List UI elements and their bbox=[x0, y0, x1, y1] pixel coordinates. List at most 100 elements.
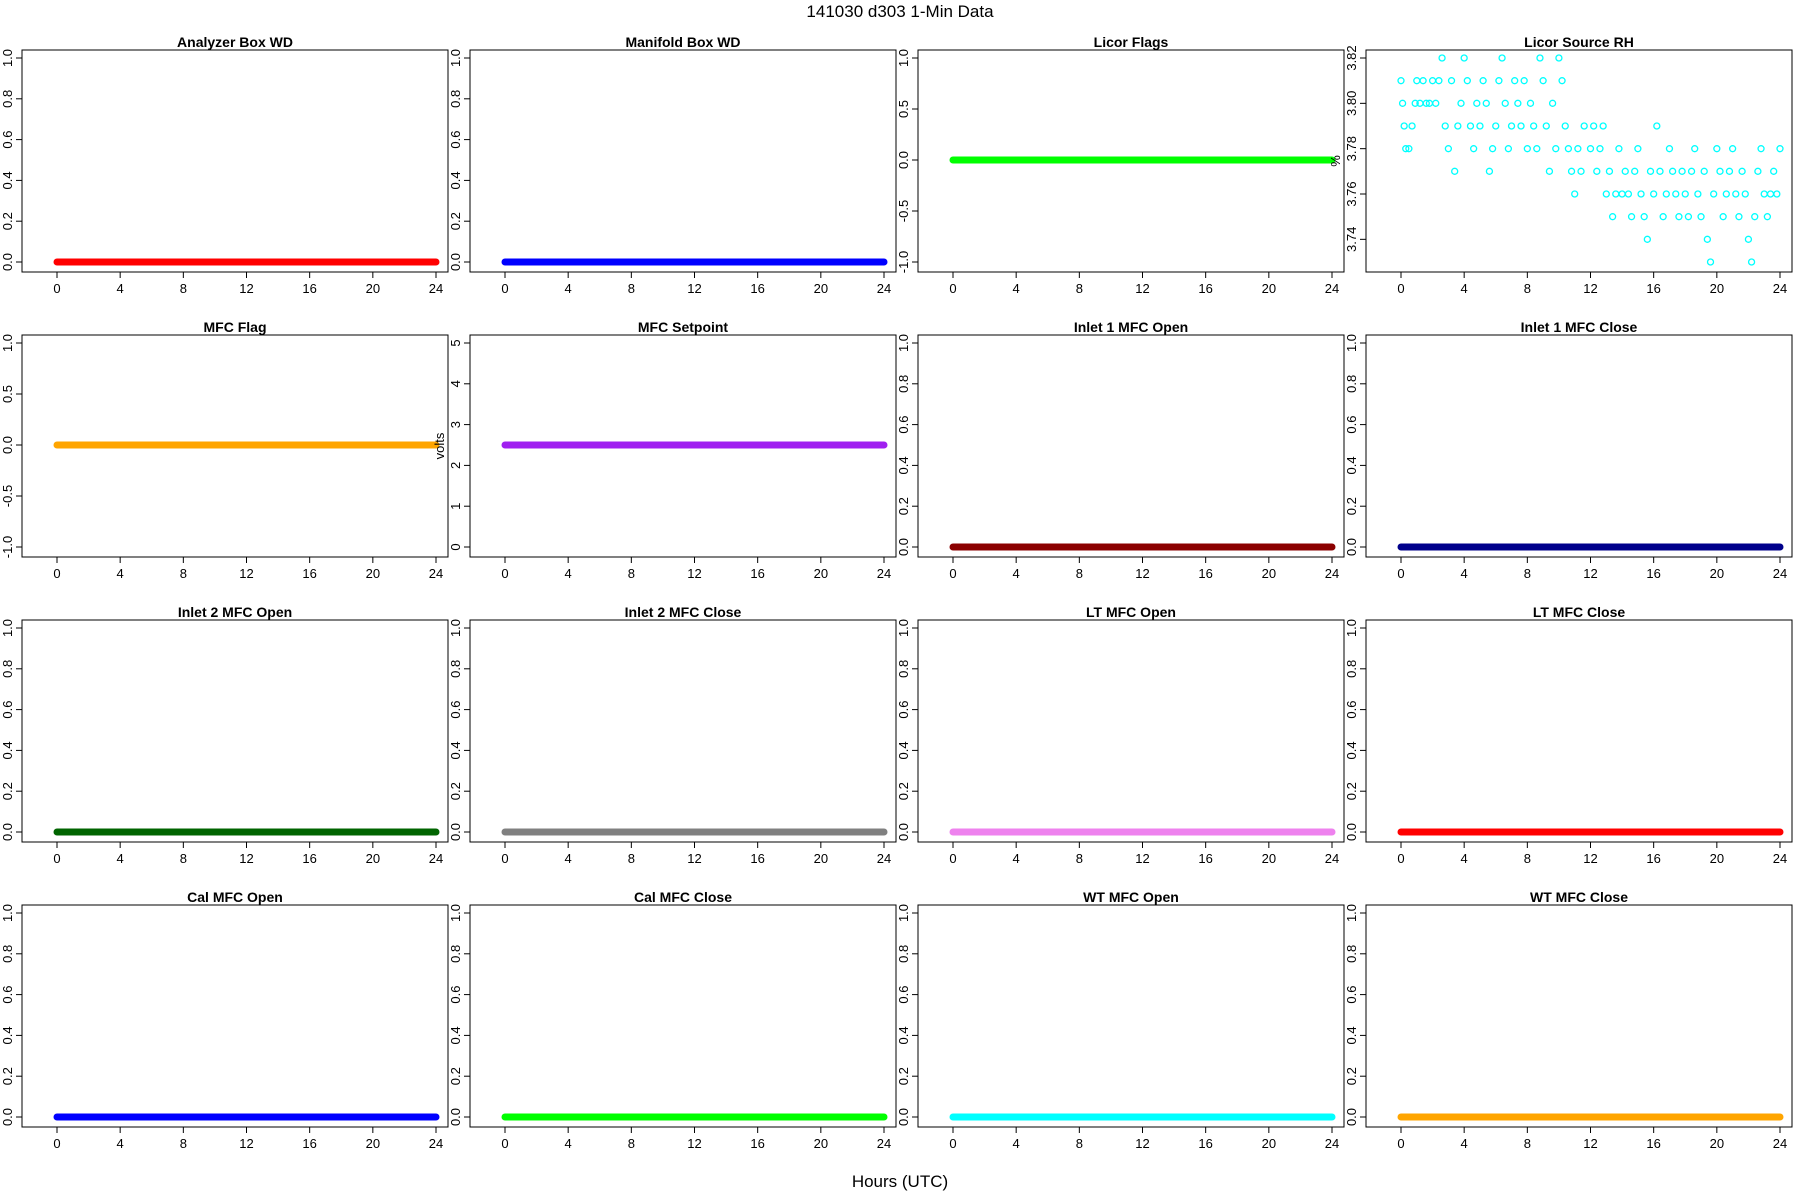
y-tick-label: 0.8 bbox=[0, 660, 15, 678]
x-tick-label: 24 bbox=[877, 1136, 891, 1151]
data-point bbox=[1507, 122, 1516, 130]
y-tick-label: 1.0 bbox=[0, 49, 15, 67]
data-point bbox=[1776, 145, 1784, 153]
panel-title: Licor Source RH bbox=[1524, 34, 1634, 50]
data-point bbox=[1725, 167, 1734, 175]
x-tick-label: 0 bbox=[1397, 1136, 1404, 1151]
data-point bbox=[1605, 167, 1614, 175]
data-point bbox=[1738, 167, 1746, 175]
x-tick-label: 8 bbox=[1076, 281, 1083, 296]
x-tick-label: 20 bbox=[814, 566, 828, 581]
data-point bbox=[1511, 77, 1519, 85]
y-tick-label: 0.0 bbox=[896, 823, 911, 841]
y-tick-label: 0.8 bbox=[896, 660, 911, 678]
data-point bbox=[1501, 99, 1509, 107]
x-tick-label: 4 bbox=[117, 1136, 124, 1151]
x-tick-label: 16 bbox=[750, 1136, 764, 1151]
panel-title: Cal MFC Open bbox=[187, 889, 283, 905]
y-tick-label: 0.0 bbox=[1344, 1108, 1359, 1126]
y-tick-label: -0.5 bbox=[0, 485, 15, 507]
x-tick-label: 16 bbox=[302, 1136, 316, 1151]
x-tick-label: 16 bbox=[302, 851, 316, 866]
figure-title: 141030 d303 1-Min Data bbox=[806, 2, 994, 21]
x-tick-label: 4 bbox=[1013, 281, 1020, 296]
x-tick-label: 8 bbox=[1524, 281, 1531, 296]
x-tick-label: 16 bbox=[1198, 1136, 1212, 1151]
y-tick-label: 2 bbox=[448, 462, 463, 469]
x-tick-label: 4 bbox=[1461, 1136, 1468, 1151]
y-tick-label: 0.6 bbox=[1344, 416, 1359, 434]
y-tick-label: 0.8 bbox=[448, 90, 463, 108]
panel-title: WT MFC Close bbox=[1530, 889, 1628, 905]
data-point bbox=[1451, 167, 1459, 175]
y-tick-label: 1.0 bbox=[0, 619, 15, 637]
y-tick-label: 1.0 bbox=[1344, 904, 1359, 922]
data-point bbox=[1400, 122, 1408, 130]
y-tick-label: 0.8 bbox=[1344, 375, 1359, 393]
data-point bbox=[1621, 167, 1629, 175]
x-tick-label: 4 bbox=[1013, 851, 1020, 866]
x-tick-label: 0 bbox=[949, 1136, 956, 1151]
y-tick-label: 0.0 bbox=[0, 823, 15, 841]
x-tick-label: 8 bbox=[628, 851, 635, 866]
data-point bbox=[1473, 99, 1481, 107]
panel-title: Manifold Box WD bbox=[625, 34, 740, 50]
y-tick-label: 1.0 bbox=[448, 49, 463, 67]
data-point bbox=[1552, 145, 1560, 153]
panel-inlet-2-mfc-open: Inlet 2 MFC Open 0 4 8 12 16 20 24 0.0 0.2 0.4 0.6 0… bbox=[0, 604, 449, 866]
x-tick-label: 20 bbox=[1710, 851, 1724, 866]
x-tick-label: 24 bbox=[429, 851, 443, 866]
plot-frame bbox=[917, 334, 1345, 558]
x-tick-label: 12 bbox=[687, 1136, 701, 1151]
panel-inlet-1-mfc-open: Inlet 1 MFC Open 0 4 8 12 16 20 24 0.0 0.2 0.4 0.6 0… bbox=[896, 319, 1345, 581]
y-tick-label: 0.0 bbox=[1344, 538, 1359, 556]
x-tick-label: 16 bbox=[1198, 851, 1212, 866]
data-point bbox=[1754, 167, 1762, 175]
panel-inlet-2-mfc-close: Inlet 2 MFC Close 0 4 8 12 16 20 24 0.0 0.2 0.4 0.6… bbox=[448, 604, 897, 866]
data-point bbox=[1599, 122, 1607, 130]
data-point bbox=[1580, 122, 1588, 130]
data-point bbox=[1419, 77, 1427, 85]
y-tick-label: 1.0 bbox=[448, 904, 463, 922]
x-tick-label: 12 bbox=[239, 281, 253, 296]
data-point bbox=[1732, 190, 1740, 198]
x-tick-label: 4 bbox=[117, 281, 124, 296]
data-point bbox=[1545, 167, 1554, 175]
x-tick-label: 4 bbox=[117, 851, 124, 866]
x-tick-label: 16 bbox=[302, 281, 316, 296]
y-tick-label: -1.0 bbox=[0, 536, 15, 558]
data-point bbox=[1650, 190, 1658, 198]
x-tick-label: 24 bbox=[1773, 281, 1787, 296]
plot-frame bbox=[21, 619, 449, 843]
x-tick-label: 4 bbox=[1461, 281, 1468, 296]
x-tick-label: 20 bbox=[366, 851, 380, 866]
x-tick-label: 16 bbox=[1646, 281, 1660, 296]
y-tick-label: 0.0 bbox=[0, 1108, 15, 1126]
data-point bbox=[1548, 99, 1557, 107]
data-point bbox=[1706, 258, 1715, 266]
y-tick-label: 3.76 bbox=[1344, 181, 1359, 206]
x-tick-label: 0 bbox=[1397, 281, 1404, 296]
data-point bbox=[1536, 54, 1544, 62]
x-tick-label: 24 bbox=[877, 566, 891, 581]
data-point bbox=[1662, 190, 1670, 198]
y-tick-label: 0.2 bbox=[0, 782, 15, 800]
y-tick-label: 3.82 bbox=[1344, 45, 1359, 70]
y-tick-label: 0.6 bbox=[0, 701, 15, 719]
data-point bbox=[1747, 258, 1756, 266]
data-point bbox=[1744, 235, 1753, 243]
y-tick-label: 3 bbox=[448, 421, 463, 428]
plot-frame bbox=[21, 49, 449, 273]
data-point bbox=[1520, 77, 1528, 85]
y-tick-label: 0.4 bbox=[1344, 1026, 1359, 1044]
y-tick-label: 0.8 bbox=[1344, 945, 1359, 963]
data-point bbox=[1590, 122, 1598, 130]
y-tick-label: 0.6 bbox=[0, 986, 15, 1004]
panel-cal-mfc-close: Cal MFC Close 0 4 8 12 16 20 24 0.0 0.2 0.4 0.6 0.8 1… bbox=[448, 889, 897, 1151]
y-tick-label: 0.4 bbox=[1344, 741, 1359, 759]
x-tick-label: 4 bbox=[1461, 851, 1468, 866]
data-point bbox=[1530, 122, 1538, 130]
y-tick-label: 0.6 bbox=[1344, 701, 1359, 719]
plot-frame bbox=[1365, 49, 1793, 273]
data-point bbox=[1608, 213, 1617, 221]
